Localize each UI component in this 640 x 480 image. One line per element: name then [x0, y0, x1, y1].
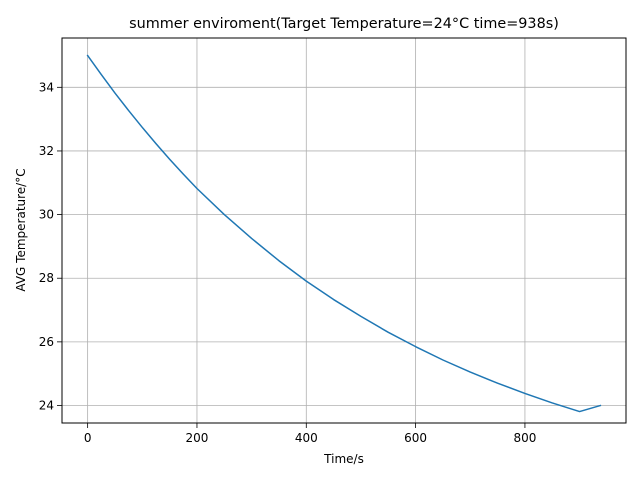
plot-frame	[61, 37, 627, 424]
x-tick-label: 0	[84, 431, 92, 445]
y-tick-label: 24	[39, 399, 54, 413]
grid	[62, 38, 626, 423]
y-tick-label: 32	[39, 144, 54, 158]
x-axis-label: Time/s	[323, 452, 364, 466]
x-axis: 0 200 400 600 800	[84, 423, 536, 445]
x-tick-label: 800	[513, 431, 536, 445]
y-tick-label: 34	[39, 80, 54, 94]
x-tick-label: 400	[295, 431, 318, 445]
x-tick-label: 200	[186, 431, 209, 445]
chart-title: summer enviroment(Target Temperature=24°…	[129, 16, 559, 32]
y-tick-label: 28	[39, 271, 54, 285]
y-axis-label: AVG Temperature/°C	[14, 168, 28, 291]
y-tick-label: 30	[39, 208, 54, 222]
y-tick-label: 26	[39, 335, 54, 349]
series-layer	[86, 54, 602, 413]
series-line	[86, 54, 602, 413]
x-tick-label: 600	[404, 431, 427, 445]
y-axis: 24 26 28 30 32 34	[39, 80, 62, 413]
